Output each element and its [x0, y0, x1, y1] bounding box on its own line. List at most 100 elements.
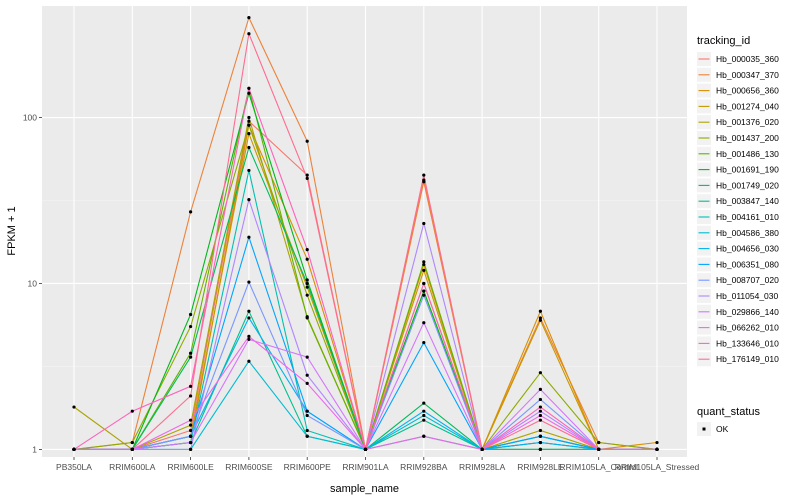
data-point	[189, 355, 193, 359]
data-point	[189, 423, 193, 427]
data-point	[305, 139, 309, 143]
legend2-swatch	[702, 427, 706, 431]
legend-label: Hb_004656_030	[716, 244, 779, 254]
legend-label: Hb_008707_020	[716, 275, 779, 285]
data-point	[247, 115, 251, 120]
data-point	[247, 32, 251, 36]
data-point	[422, 401, 426, 405]
data-point	[305, 247, 309, 252]
legend-label: Hb_029866_140	[716, 307, 779, 317]
data-points	[72, 16, 659, 452]
data-point	[72, 447, 76, 452]
x-tick-label: RRIM105LA_Stressed	[615, 462, 700, 472]
data-point	[422, 321, 426, 325]
x-tick-label: RRIM600PE	[284, 462, 332, 472]
data-point	[305, 176, 309, 180]
legend-label: Hb_004161_010	[716, 212, 779, 222]
data-point	[538, 318, 543, 322]
legend-label: Hb_011054_030	[716, 291, 779, 301]
legend-label: Hb_133646_010	[716, 338, 779, 348]
data-point	[422, 413, 426, 418]
data-point	[189, 418, 193, 422]
data-point	[422, 268, 426, 272]
data-point	[538, 409, 543, 413]
data-point	[305, 293, 309, 297]
legend2-title: quant_status	[697, 406, 760, 418]
data-point	[538, 387, 543, 391]
x-tick-label: RRIM928BA	[400, 462, 448, 472]
data-point	[422, 260, 426, 264]
data-point	[538, 397, 543, 402]
data-point	[189, 312, 193, 317]
legend-label: Hb_066262_010	[716, 323, 779, 333]
x-tick-label: RRIM928LA	[459, 462, 506, 472]
data-point	[597, 447, 601, 452]
legend-label: Hb_176149_010	[716, 354, 779, 364]
legend-label: Hb_004586_380	[716, 228, 779, 238]
data-point	[655, 447, 659, 452]
data-point	[189, 440, 193, 445]
data-point	[422, 289, 426, 293]
data-point	[422, 221, 426, 226]
data-point	[247, 359, 251, 363]
data-point	[130, 440, 134, 445]
data-point	[422, 341, 426, 345]
legend-label: Hb_000656_360	[716, 86, 779, 96]
data-point	[189, 447, 193, 452]
x-tick-label: RRIM600LE	[167, 462, 214, 472]
data-point	[305, 413, 309, 418]
data-point	[538, 434, 543, 438]
legend-quant-status: quant_status OK	[697, 406, 760, 436]
plot-panel	[42, 6, 687, 457]
legend-label: Hb_006351_080	[716, 259, 779, 269]
grid-lines	[42, 6, 687, 457]
data-point	[655, 440, 659, 445]
data-point	[130, 447, 134, 452]
data-point	[538, 413, 543, 418]
data-point	[363, 447, 368, 452]
data-point	[305, 278, 309, 282]
legend-label: Hb_001486_130	[716, 149, 779, 159]
data-point	[189, 324, 193, 329]
legend2-label: OK	[716, 424, 729, 434]
y-tick-label: 100	[23, 113, 37, 123]
data-point	[247, 280, 251, 284]
data-point	[247, 337, 251, 342]
y-axis-ticks: 1 10 100	[23, 113, 42, 454]
data-point	[247, 123, 251, 127]
data-point	[305, 409, 309, 413]
data-point	[538, 440, 543, 445]
y-axis-title: FPKM + 1	[6, 206, 18, 255]
data-point	[422, 262, 426, 267]
legend-title: tracking_id	[697, 35, 750, 47]
data-point	[305, 434, 309, 438]
data-point	[538, 447, 543, 452]
y-tick-label: 1	[32, 444, 37, 454]
data-point	[189, 210, 193, 214]
data-point	[305, 381, 309, 385]
x-tick-label: RRIM901LA	[342, 462, 389, 472]
x-tick-label: RRIM105LA_Control	[559, 462, 638, 472]
data-point	[130, 409, 134, 413]
data-point	[247, 145, 251, 150]
data-point	[247, 198, 251, 202]
legend-label: Hb_001274_040	[716, 101, 779, 111]
legend-label: Hb_001437_200	[716, 133, 779, 143]
legend-label: Hb_001376_020	[716, 117, 779, 127]
data-point	[247, 119, 251, 123]
data-point	[422, 418, 426, 422]
data-point	[538, 371, 543, 375]
data-point	[305, 373, 309, 377]
data-point	[247, 334, 251, 338]
data-point	[247, 168, 251, 173]
data-point	[247, 132, 251, 136]
data-point	[422, 281, 426, 286]
legend-label: Hb_000035_360	[716, 54, 779, 64]
legend-label: Hb_001691_190	[716, 165, 779, 175]
data-point	[305, 281, 309, 286]
data-point	[422, 180, 426, 184]
data-point	[247, 309, 251, 313]
data-point	[422, 434, 426, 438]
